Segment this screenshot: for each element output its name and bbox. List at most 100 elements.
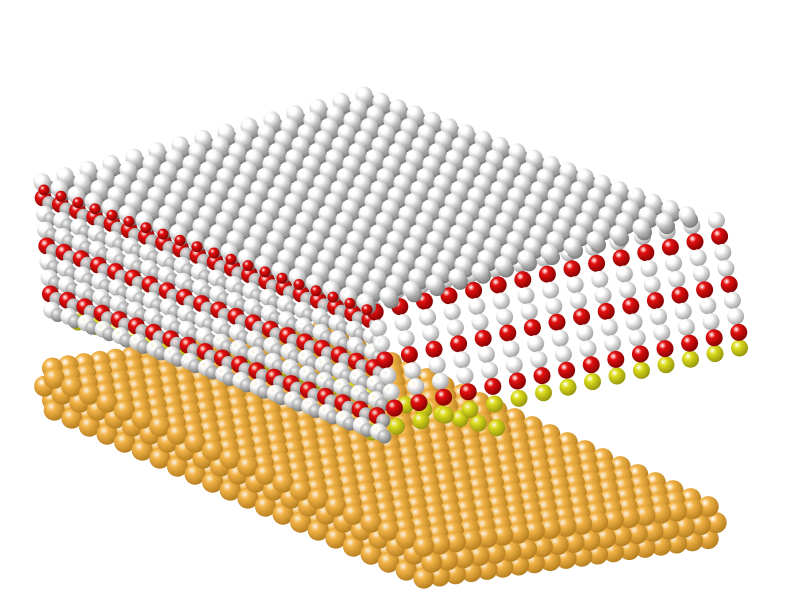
oxygen-atom: [686, 233, 704, 251]
gold-atom: [43, 399, 65, 421]
hydrogen-atom: [604, 334, 622, 352]
gold-atom: [61, 407, 83, 429]
oxygen-atom: [106, 209, 118, 221]
gold-atom: [413, 535, 435, 557]
gold-atom: [166, 423, 188, 445]
hydrogen-atom: [517, 249, 535, 267]
hydrogen-atom: [407, 378, 425, 396]
hydrogen-atom: [579, 340, 597, 358]
hydrogen-atom: [554, 345, 572, 363]
sulfur-atom: [388, 417, 405, 435]
gold-atom: [610, 525, 632, 547]
gold-atom: [452, 547, 474, 569]
gold-atom: [618, 507, 640, 529]
hydrogen-atom: [404, 362, 422, 380]
gold-atom: [272, 471, 294, 493]
oxygen-atom: [622, 297, 640, 315]
gold-atom: [555, 515, 577, 537]
oxygen-atom: [508, 372, 526, 390]
oxygen-atom: [55, 190, 67, 202]
gold-atom: [378, 519, 400, 541]
gold-atom: [290, 479, 312, 501]
oxygen-atom: [612, 249, 630, 267]
hydrogen-atom: [394, 314, 412, 332]
hydrogen-atom: [517, 287, 535, 305]
gold-atom: [547, 534, 569, 556]
oxygen-atom: [410, 394, 428, 412]
hydrogen-atom: [468, 297, 486, 315]
gold-atom: [219, 479, 241, 501]
hydrogen-atom: [653, 324, 671, 342]
sulfur-atom: [461, 401, 479, 419]
gold-atom: [681, 498, 703, 520]
hydrogen-atom: [563, 237, 581, 255]
gold-atom: [307, 519, 329, 541]
hydrogen-atom: [594, 286, 612, 304]
hydrogen-atom: [428, 356, 446, 374]
oxygen-atom: [484, 377, 502, 395]
hydrogen-atom: [373, 335, 391, 353]
oxygen-atom: [711, 227, 729, 245]
oxygen-atom: [174, 234, 186, 246]
gold-atom: [219, 447, 241, 469]
gold-atom: [202, 439, 224, 461]
sulfur-atom: [469, 414, 487, 432]
hydrogen-atom: [707, 211, 725, 229]
gold-atom: [290, 511, 312, 533]
oxygen-atom: [425, 340, 443, 358]
gold-atom: [149, 415, 171, 437]
hydrogen-atom: [689, 249, 707, 267]
hydrogen-atom: [678, 206, 696, 224]
oxygen-atom: [646, 292, 664, 310]
alkyl-chain-layer: [33, 86, 748, 444]
gold-atom: [539, 518, 561, 540]
hydrogen-atom: [494, 255, 512, 274]
hydrogen-atom: [471, 313, 489, 331]
oxygen-atom: [435, 388, 453, 406]
gold-atom: [395, 527, 417, 549]
hydrogen-atom: [632, 218, 650, 236]
hydrogen-atom: [655, 212, 673, 230]
hydrogen-atom: [628, 329, 646, 347]
hydrogen-atom: [505, 356, 523, 374]
gold-atom: [571, 513, 593, 535]
gold-atom: [166, 455, 188, 477]
gold-atom: [468, 545, 490, 567]
oxygen-atom: [38, 184, 50, 196]
oxygen-atom: [597, 302, 615, 320]
sulfur-atom: [657, 356, 675, 374]
hydrogen-atom: [542, 281, 560, 299]
hydrogen-atom: [397, 330, 415, 348]
hydrogen-atom: [425, 274, 443, 292]
gold-atom: [254, 495, 276, 517]
hydrogen-atom: [586, 231, 604, 249]
gold-atom: [114, 399, 136, 421]
hydrogen-atom: [379, 286, 397, 305]
oxygen-atom: [440, 287, 458, 305]
gold-atom: [360, 511, 382, 533]
oxygen-atom: [489, 276, 507, 294]
hydrogen-atom: [446, 319, 464, 337]
gold-atom: [563, 531, 585, 553]
oxygen-atom: [631, 345, 649, 363]
gold-atom: [395, 559, 417, 581]
oxygen-atom: [259, 266, 271, 278]
hydrogen-atom: [609, 224, 627, 243]
hydrogen-atom: [471, 262, 489, 280]
carbon-atom: [377, 429, 392, 444]
gold-atom: [342, 535, 364, 557]
hydrogen-atom: [545, 297, 563, 315]
hydrogen-atom: [419, 308, 437, 326]
oxygen-atom: [607, 350, 625, 368]
oxygen-atom: [533, 367, 551, 385]
oxygen-atom: [563, 260, 581, 278]
sulfur-atom: [437, 406, 454, 424]
hydrogen-atom: [699, 297, 717, 315]
gold-atom: [131, 407, 153, 429]
hydrogen-atom: [496, 308, 514, 326]
hydrogen-atom: [619, 281, 637, 299]
hydrogen-atom: [492, 292, 510, 310]
oxygen-atom: [681, 334, 699, 352]
gold-atom: [360, 543, 382, 565]
